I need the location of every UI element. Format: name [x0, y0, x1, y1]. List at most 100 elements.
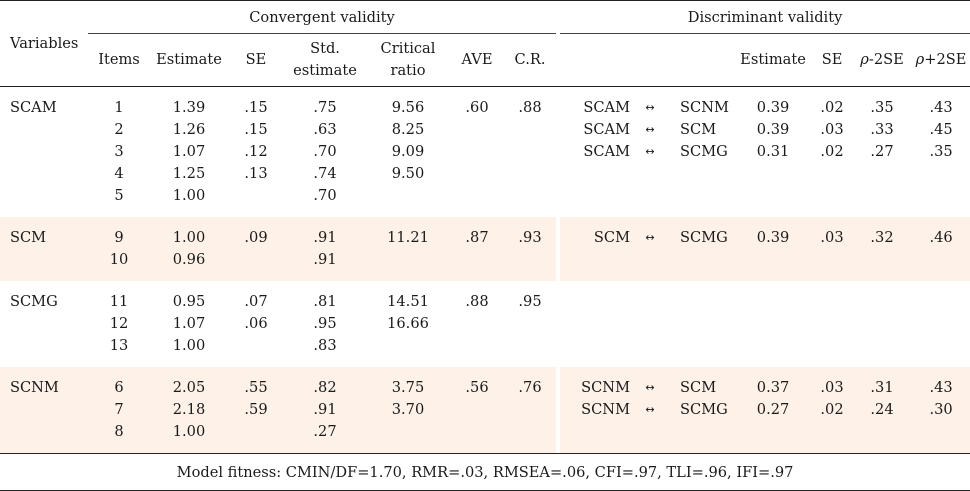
rho-plus-2se-cell: [912, 291, 970, 313]
item-cell: 7: [88, 399, 150, 421]
header-std-line1: Std.: [310, 40, 340, 57]
pair-right-cell: SCMG: [680, 143, 728, 160]
pair-left-cell: SCAM: [583, 99, 631, 116]
ave-cell: [450, 249, 504, 271]
column-gap: [556, 249, 561, 271]
d-se-cell: .02: [820, 99, 844, 116]
variable-name-cell: SCAM: [10, 99, 57, 116]
estimate-cell: 2.18: [150, 399, 228, 421]
cr-cell: .88: [518, 99, 542, 116]
table-row: SCMG 11 0.95 .07 .81 14.51 .88 .95: [0, 291, 970, 313]
estimate-cell: 1.07: [172, 143, 206, 160]
header-convergent-validity: Convergent validity: [88, 0, 557, 34]
d-estimate-cell: 0.39: [756, 121, 790, 138]
d-estimate-cell: 0.37: [734, 377, 813, 399]
estimate-cell: 2.05: [150, 377, 228, 399]
estimate-cell: 1.39: [172, 99, 206, 116]
pair-right-cell: [670, 313, 734, 335]
ave-cell: [450, 119, 504, 141]
column-gap: [556, 141, 561, 163]
rho-plus-2se-cell: .46: [912, 227, 970, 249]
table-row: 12 1.07 .06 .95 16.66: [0, 313, 970, 335]
se-cell: .55: [228, 377, 284, 399]
group-bottom-padding: [0, 443, 970, 454]
rho-plus-2se-cell: .43: [912, 377, 970, 399]
pair-left-cell: SCAM: [583, 143, 631, 160]
std-estimate-cell: .91: [284, 249, 366, 271]
d-se-cell: [812, 313, 852, 335]
critical-ratio-cell: 16.66: [387, 315, 429, 332]
pair-right-cell: SCNM: [680, 99, 729, 116]
d-se-cell: .02: [820, 143, 844, 160]
rho-minus-2se-cell: [852, 185, 912, 207]
ave-cell: .87: [450, 227, 504, 249]
rho-minus-2se-cell: .32: [852, 227, 913, 249]
std-estimate-cell: .95: [313, 315, 337, 332]
item-cell: 10: [88, 249, 150, 271]
item-cell: 8: [88, 421, 150, 443]
rho-minus-2se-cell: .27: [870, 143, 894, 160]
estimate-cell: 1.00: [172, 337, 206, 354]
rho-minus-2se-cell: .31: [852, 377, 913, 399]
header-d-se: SE: [812, 33, 853, 87]
bidirectional-arrow-icon: [630, 291, 670, 313]
cr-cell: [504, 335, 556, 357]
cr-cell: .76: [504, 377, 557, 399]
bidirectional-arrow-icon: [630, 421, 671, 443]
header-estimate: Estimate: [150, 33, 228, 87]
d-estimate-cell: 0.39: [734, 227, 813, 249]
bidirectional-arrow-icon: [630, 313, 670, 335]
table-row: 3 1.07 .12 .70 9.09 SCAM ↔ SCMG 0.31 .02 .27 .35: [0, 141, 970, 163]
table-row: 10 0.96 .91: [0, 249, 970, 271]
d-se-cell: [812, 335, 852, 357]
pair-right-cell: [670, 249, 735, 271]
bidirectional-arrow-icon: ↔: [630, 377, 671, 399]
ave-cell: .56: [450, 377, 504, 399]
d-estimate-cell: [734, 313, 812, 335]
rho-plus-2se-cell: [912, 421, 970, 443]
d-estimate-cell: [734, 291, 812, 313]
critical-ratio-cell: 14.51: [387, 293, 429, 310]
item-cell: 12: [109, 315, 129, 332]
column-gap: [556, 335, 561, 357]
critical-ratio-cell: [366, 421, 450, 443]
rho-symbol: ρ: [860, 51, 869, 68]
se-cell: .15: [244, 99, 268, 116]
se-cell: [228, 335, 284, 357]
cr-cell: [504, 119, 556, 141]
header-critical-ratio: Critical ratio: [366, 33, 450, 87]
rho-plus-2se-cell: .43: [929, 99, 953, 116]
critical-ratio-cell: [366, 335, 450, 357]
se-cell: [228, 249, 284, 271]
d-se-cell: [812, 421, 853, 443]
std-estimate-cell: .91: [284, 399, 366, 421]
table-row: 5 1.00 .70: [0, 185, 970, 207]
d-estimate-cell: 0.27: [734, 399, 813, 421]
rho-plus-2se-cell: .45: [929, 121, 953, 138]
variable-name-cell: [0, 399, 88, 421]
se-cell: .06: [244, 315, 268, 332]
column-gap: [556, 227, 561, 249]
d-estimate-cell: 0.39: [756, 99, 790, 116]
rho-minus-2se-cell: [852, 335, 912, 357]
d-se-cell: .03: [820, 121, 844, 138]
rho-symbol: ρ: [915, 51, 925, 68]
critical-ratio-cell: 9.50: [391, 165, 425, 182]
pair-left-cell: [560, 163, 630, 185]
variable-name-cell: SCMG: [10, 293, 58, 310]
bidirectional-arrow-icon: [630, 249, 671, 271]
rho-plus-label: +2SE: [924, 51, 967, 68]
critical-ratio-cell: 3.75: [366, 377, 450, 399]
variable-name-cell: [0, 313, 88, 335]
critical-ratio-cell: 9.09: [391, 143, 425, 160]
rho-plus-2se-cell: .35: [929, 143, 953, 160]
bidirectional-arrow-icon: ↔: [630, 227, 671, 249]
bidirectional-arrow-icon: ↔: [645, 123, 655, 136]
ave-cell: [450, 141, 504, 163]
d-estimate-cell: [734, 249, 813, 271]
se-cell: .07: [244, 293, 268, 310]
variable-name-cell: SCNM: [0, 377, 88, 399]
group-bottom-padding: [0, 207, 970, 217]
pair-right-cell: [670, 421, 735, 443]
critical-ratio-cell: 9.56: [391, 99, 425, 116]
